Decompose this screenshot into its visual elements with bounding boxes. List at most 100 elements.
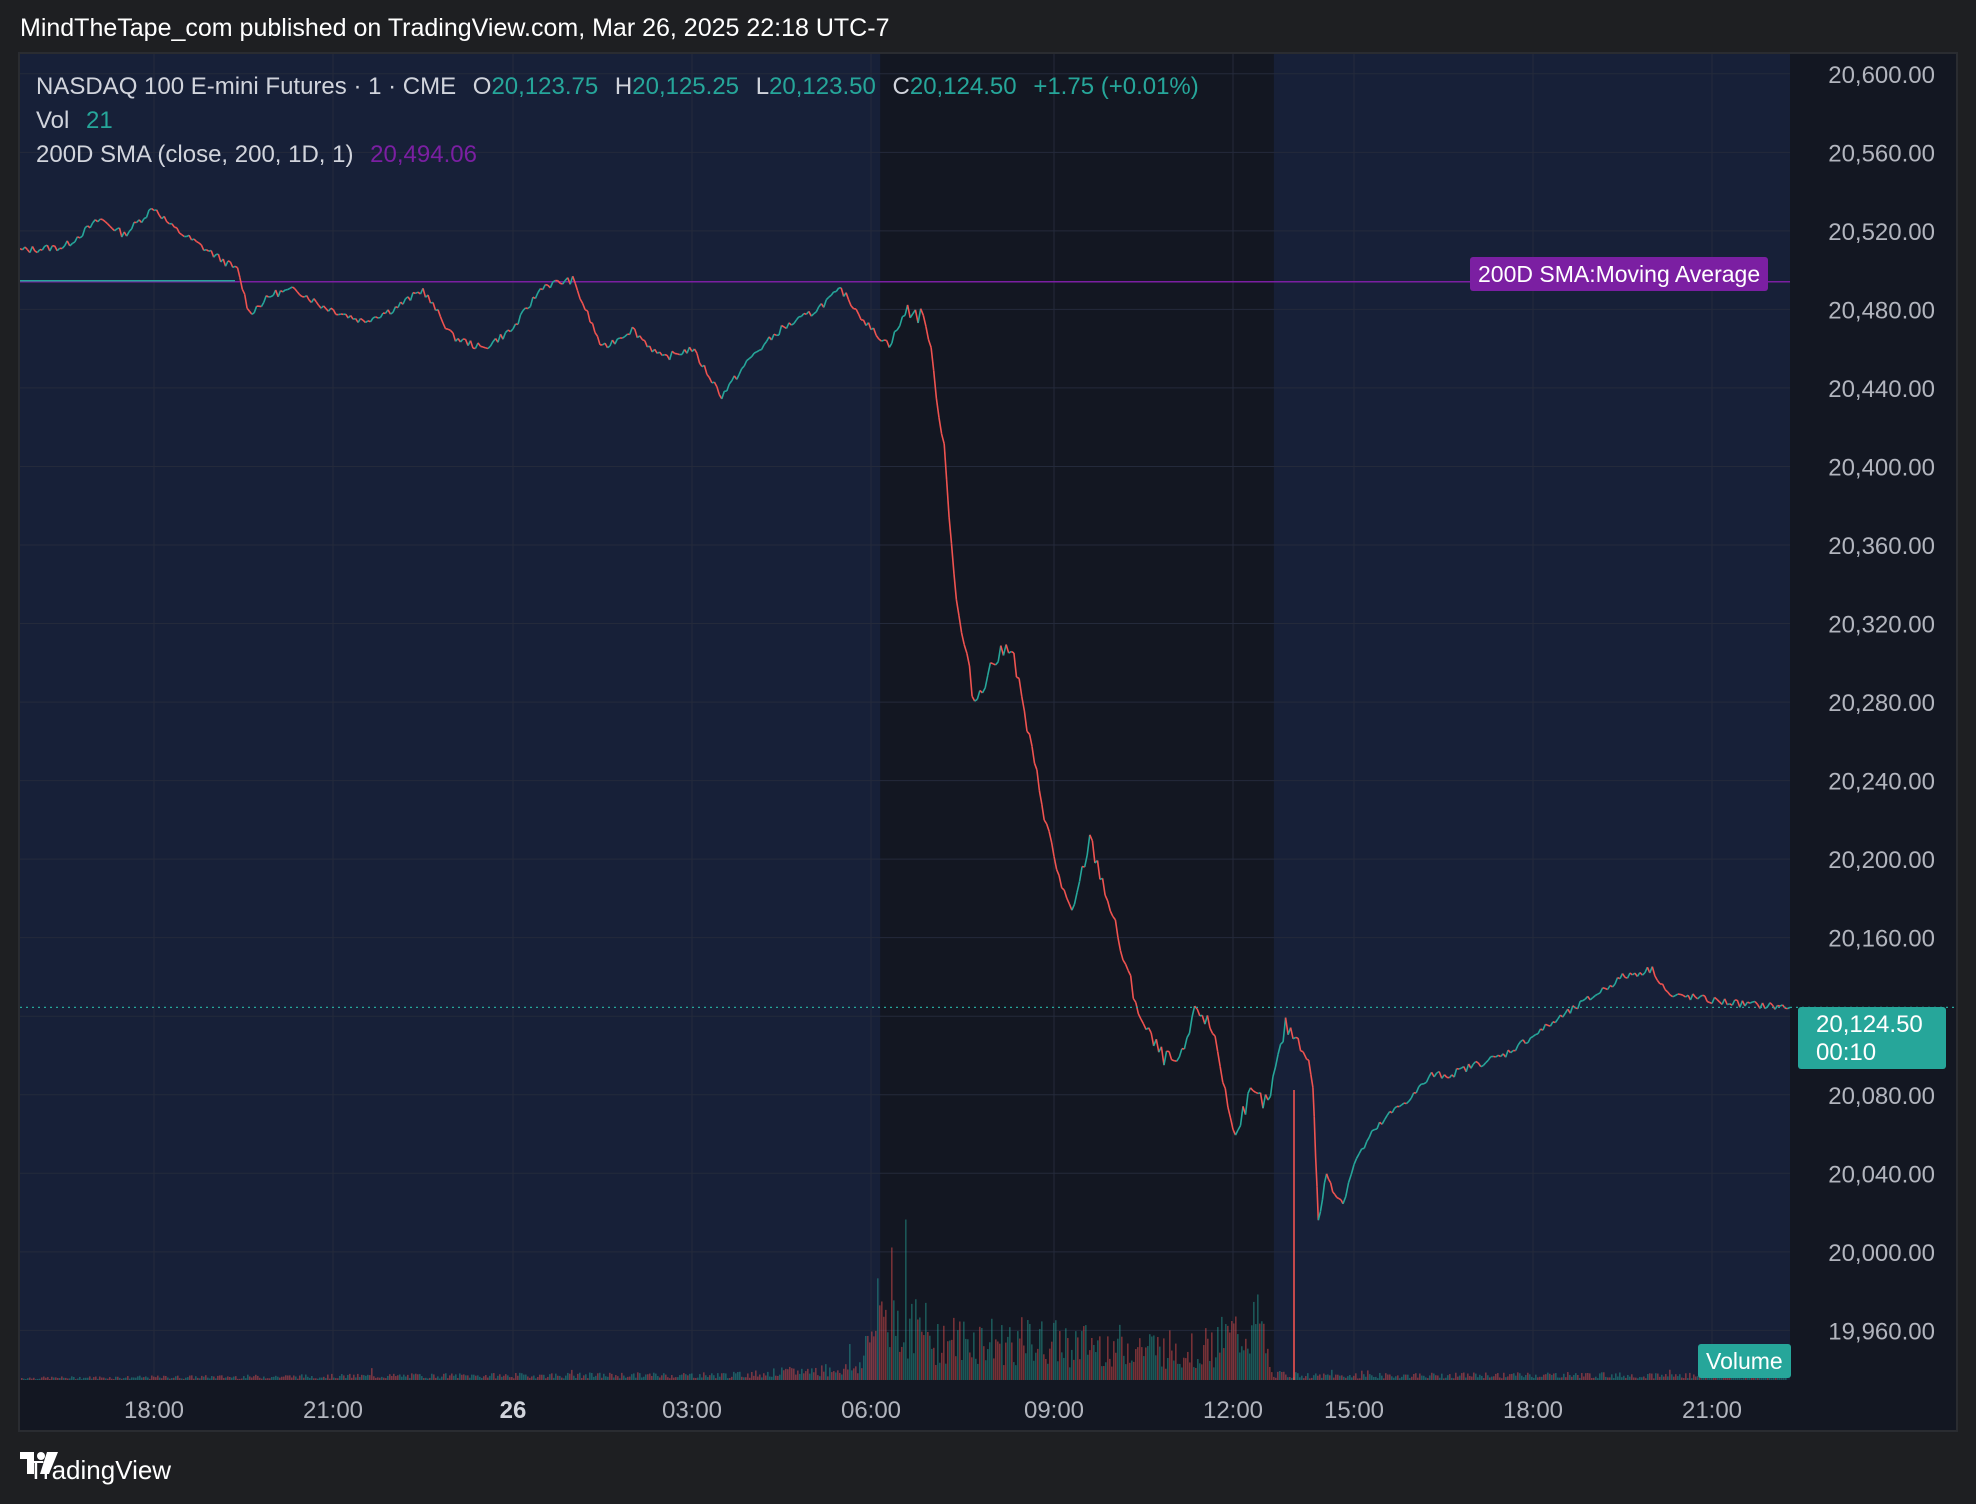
volume-bar: [1247, 1348, 1249, 1380]
price-segment: [1214, 1035, 1219, 1052]
y-tick-label-16: 19,960.00: [1828, 1318, 1935, 1345]
price-segment: [917, 308, 922, 324]
y-tick-label-0: 20,600.00: [1828, 62, 1935, 89]
legend-symbol[interactable]: NASDAQ 100 E-mini Futures · 1 · CME: [36, 73, 457, 100]
price-chart-svg[interactable]: 20,600.00 20,560.00 20,520.00 20,480.00 20,4…: [20, 54, 1956, 1430]
price-segment: [1569, 1005, 1574, 1014]
volume-bar: [629, 1376, 631, 1380]
volume-bar: [41, 1377, 43, 1380]
price-segment: [955, 599, 960, 617]
price-segment: [963, 644, 968, 654]
volume-bar: [1257, 1294, 1259, 1380]
price-segment: [243, 294, 248, 309]
price-segment: [198, 242, 202, 246]
volume-bar: [947, 1341, 949, 1380]
volume-bar: [785, 1368, 787, 1380]
price-segment: [1178, 1048, 1183, 1058]
price-segment: [1142, 1023, 1147, 1030]
volume-bar: [503, 1375, 505, 1380]
price-segment: [56, 247, 61, 252]
price-segment: [375, 316, 379, 319]
volume-bar: [955, 1356, 957, 1380]
price-segment: [1342, 1196, 1347, 1205]
volume-bar: [295, 1376, 297, 1380]
volume-bar: [579, 1372, 581, 1380]
volume-bar: [1595, 1376, 1597, 1380]
price-segment: [92, 219, 96, 224]
volume-bar: [967, 1339, 969, 1380]
volume-bar: [255, 1374, 257, 1380]
volume-bar: [597, 1373, 599, 1380]
volume-bar: [139, 1375, 141, 1380]
volume-bar: [1725, 1377, 1727, 1380]
price-segment: [360, 317, 364, 321]
volume-bar: [655, 1373, 657, 1380]
price-segment: [1329, 1182, 1334, 1193]
volume-bar: [1165, 1368, 1167, 1380]
volume-bar: [1169, 1330, 1171, 1380]
price-segment: [109, 225, 113, 230]
volume-bar: [401, 1376, 403, 1380]
volume-bar: [351, 1377, 353, 1380]
price-segment: [1055, 869, 1060, 876]
price-segment: [878, 338, 882, 342]
price-segment: [1280, 1041, 1284, 1045]
volume-bar: [1235, 1316, 1237, 1380]
price-segment: [1517, 1041, 1522, 1046]
volume-bar: [839, 1372, 841, 1380]
price-segment: [24, 246, 28, 251]
price-segment: [1465, 1063, 1470, 1073]
legend-vol-label[interactable]: Vol: [36, 107, 70, 134]
volume-bar: [707, 1377, 709, 1380]
price-segment: [1073, 892, 1078, 905]
volume-bar: [945, 1363, 947, 1380]
volume-bar: [1391, 1376, 1393, 1380]
volume-bar: [661, 1375, 663, 1380]
price-segment: [29, 246, 34, 253]
volume-bar: [741, 1376, 743, 1380]
volume-bar: [235, 1376, 237, 1380]
price-segment: [932, 370, 938, 399]
price-segment: [1008, 650, 1012, 654]
volume-bar: [241, 1378, 243, 1380]
price-segment: [741, 365, 745, 370]
sma-line-label: 200D SMA:Moving Average: [1470, 257, 1769, 291]
price-segment: [222, 258, 227, 267]
price-segment: [1386, 1111, 1391, 1116]
volume-bar: [1659, 1376, 1661, 1380]
price-segment: [1651, 966, 1656, 977]
tradingview-footer[interactable]: TradingView: [20, 1452, 171, 1488]
price-segment: [234, 265, 238, 269]
price-segment: [579, 298, 584, 304]
price-segment: [953, 573, 958, 600]
price-segment: [1723, 998, 1728, 1005]
volume-bar: [279, 1377, 281, 1380]
price-segment: [617, 337, 621, 340]
volume-bar: [1645, 1378, 1647, 1380]
volume-bar: [557, 1375, 559, 1380]
price-segment: [659, 351, 663, 356]
volume-bar: [1321, 1377, 1323, 1380]
volume-bar: [991, 1318, 993, 1380]
volume-bar: [1031, 1344, 1033, 1380]
chart-legend: NASDAQ 100 E-mini Futures · 1 · CME O20,…: [36, 70, 1199, 172]
volume-bar: [745, 1377, 747, 1380]
price-segment: [686, 346, 691, 354]
volume-bar: [131, 1377, 133, 1380]
price-segment: [277, 290, 282, 298]
volume-bar: [1367, 1370, 1369, 1380]
volume-bar: [1269, 1366, 1271, 1380]
volume-bar: [1533, 1377, 1535, 1380]
price-segment: [1667, 991, 1671, 996]
volume-bar: [177, 1375, 179, 1380]
volume-bar: [1111, 1366, 1113, 1380]
volume-bar: [1283, 1371, 1285, 1380]
legend-sma-label[interactable]: 200D SMA (close, 200, 1D, 1): [36, 141, 354, 168]
price-segment: [1629, 972, 1633, 976]
volume-bar: [1277, 1371, 1279, 1380]
volume-bar: [1389, 1374, 1391, 1380]
volume-bar: [1557, 1377, 1559, 1380]
price-segment: [948, 517, 953, 544]
volume-bar: [1765, 1377, 1767, 1380]
volume-bar: [1599, 1373, 1601, 1380]
